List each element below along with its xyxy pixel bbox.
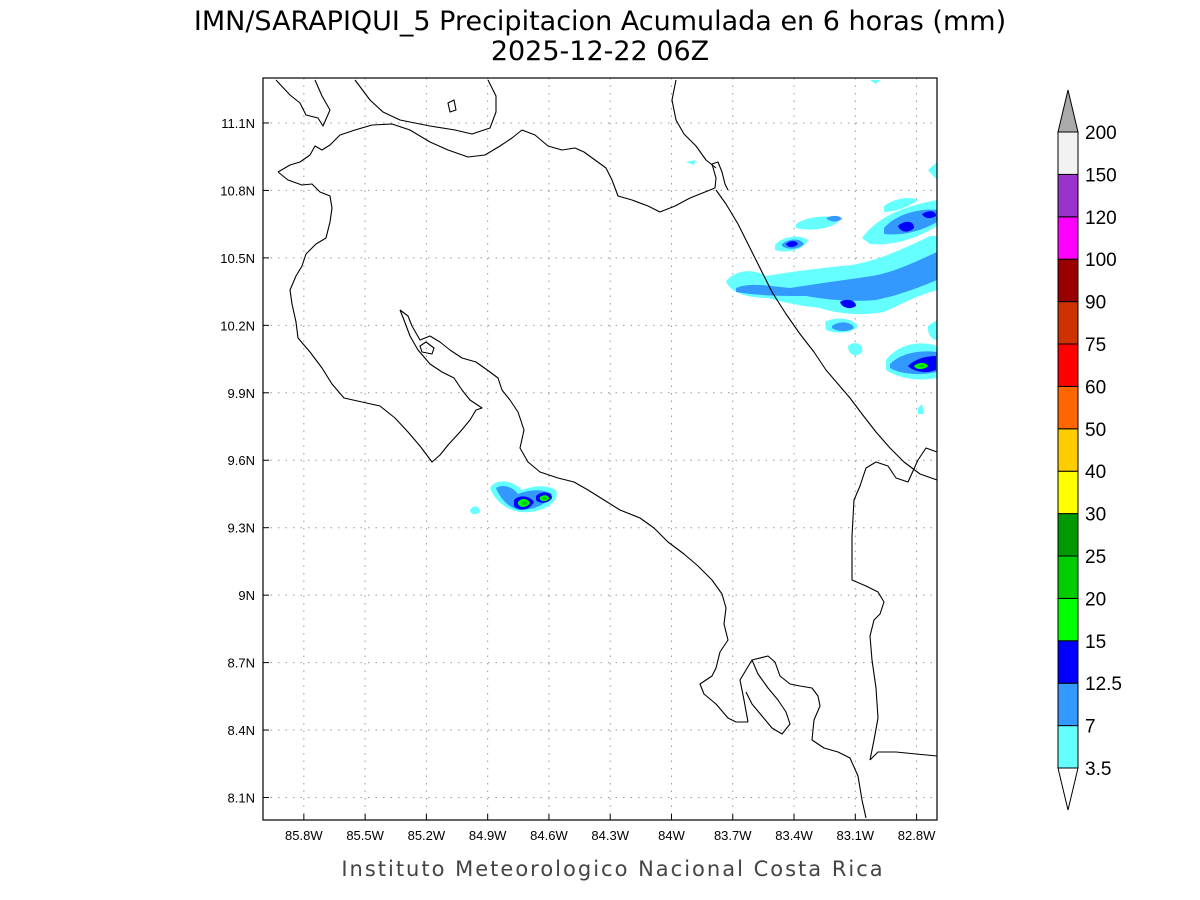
colorbar-swatch [1057, 682, 1079, 727]
map-frame [262, 77, 938, 821]
tick-label-y: 8.1N [228, 791, 255, 806]
tick-label-x: 84W [658, 828, 685, 843]
colorbar-swatch [1057, 597, 1079, 642]
tick-label-x: 83.1W [837, 828, 875, 843]
chart-subtitle: 2025-12-22 06Z [491, 36, 709, 67]
coastlines-borders [275, 79, 938, 819]
tick-label-x: 83.7W [714, 828, 752, 843]
colorbar-swatch [1057, 216, 1079, 260]
colorbar: 3.5 7 12.5 15 20 25 30 40 50 60 75 90 100 120 150 200 [1057, 89, 1122, 811]
colorbar-extend-min [1057, 767, 1079, 811]
precip-cluster-pacific [470, 481, 557, 515]
longitude-axis: 85.8W 85.5W 85.2W 84.9W 84.6W 84.3W 84W 83.7W 83… [285, 814, 936, 843]
colorbar-swatch [1057, 131, 1079, 175]
colorbar-swatch [1057, 640, 1079, 684]
tick-label-x: 82.8W [898, 828, 936, 843]
colorbar-label: 30 [1085, 505, 1106, 526]
colorbar-swatch [1057, 258, 1079, 303]
colorbar-label: 90 [1085, 293, 1106, 314]
colorbar-label: 25 [1085, 547, 1106, 568]
tick-label-x: 85.5W [346, 828, 384, 843]
colorbar-extend-max [1057, 89, 1079, 133]
colorbar-label: 7 [1085, 717, 1096, 738]
tick-label-y: 10.5N [220, 251, 255, 266]
tick-label-x: 85.2W [408, 828, 446, 843]
precip-cluster-caribbean [686, 80, 937, 414]
tick-label-y: 8.7N [228, 656, 255, 671]
colorbar-swatch [1057, 385, 1079, 430]
colorbar-label: 100 [1085, 250, 1117, 271]
colorbar-label: 20 [1085, 589, 1106, 610]
tick-label-y: 10.8N [220, 183, 255, 198]
colorbar-label: 50 [1085, 420, 1106, 441]
colorbar-swatch [1057, 470, 1079, 515]
chart-title: IMN/SARAPIQUI_5 Precipitacion Acumulada … [194, 6, 1006, 37]
tick-label-y: 9.6N [228, 453, 255, 468]
tick-label-y: 11.1N [221, 116, 255, 131]
map-gridlines [263, 78, 937, 820]
colorbar-swatch [1057, 173, 1079, 218]
colorbar-label: 150 [1085, 165, 1117, 186]
colorbar-label: 40 [1085, 462, 1106, 483]
colorbar-swatch [1057, 513, 1079, 557]
tick-label-x: 84.6W [530, 828, 568, 843]
tick-label-y: 9.3N [228, 521, 255, 536]
credit-text: Instituto Meteorologico Nacional Costa R… [341, 857, 884, 881]
tick-label-y: 8.4N [228, 723, 255, 738]
precipitation-field [470, 80, 937, 515]
colorbar-swatch [1057, 428, 1079, 472]
colorbar-label: 12.5 [1085, 674, 1122, 695]
colorbar-label: 200 [1085, 123, 1117, 144]
colorbar-label: 60 [1085, 377, 1106, 398]
colorbar-swatch [1057, 301, 1079, 345]
tick-label-x: 83.4W [775, 828, 813, 843]
tick-label-y: 10.2N [220, 318, 255, 333]
tick-label-x: 84.9W [469, 828, 507, 843]
colorbar-swatch [1057, 343, 1079, 387]
colorbar-label: 15 [1085, 632, 1106, 653]
colorbar-label: 3.5 [1085, 759, 1111, 780]
colorbar-swatch [1057, 555, 1079, 599]
colorbar-swatch [1057, 725, 1079, 769]
latitude-axis: 8.1N 8.4N 8.7N 9N 9.3N 9.6N 9.9N 10.2N 10.5N 10.8… [220, 116, 269, 806]
tick-label-y: 9N [238, 588, 255, 603]
colorbar-label: 120 [1085, 208, 1117, 229]
tick-label-y: 9.9N [228, 386, 255, 401]
tick-label-x: 84.3W [591, 828, 629, 843]
colorbar-label: 75 [1085, 335, 1106, 356]
tick-label-x: 85.8W [285, 828, 323, 843]
